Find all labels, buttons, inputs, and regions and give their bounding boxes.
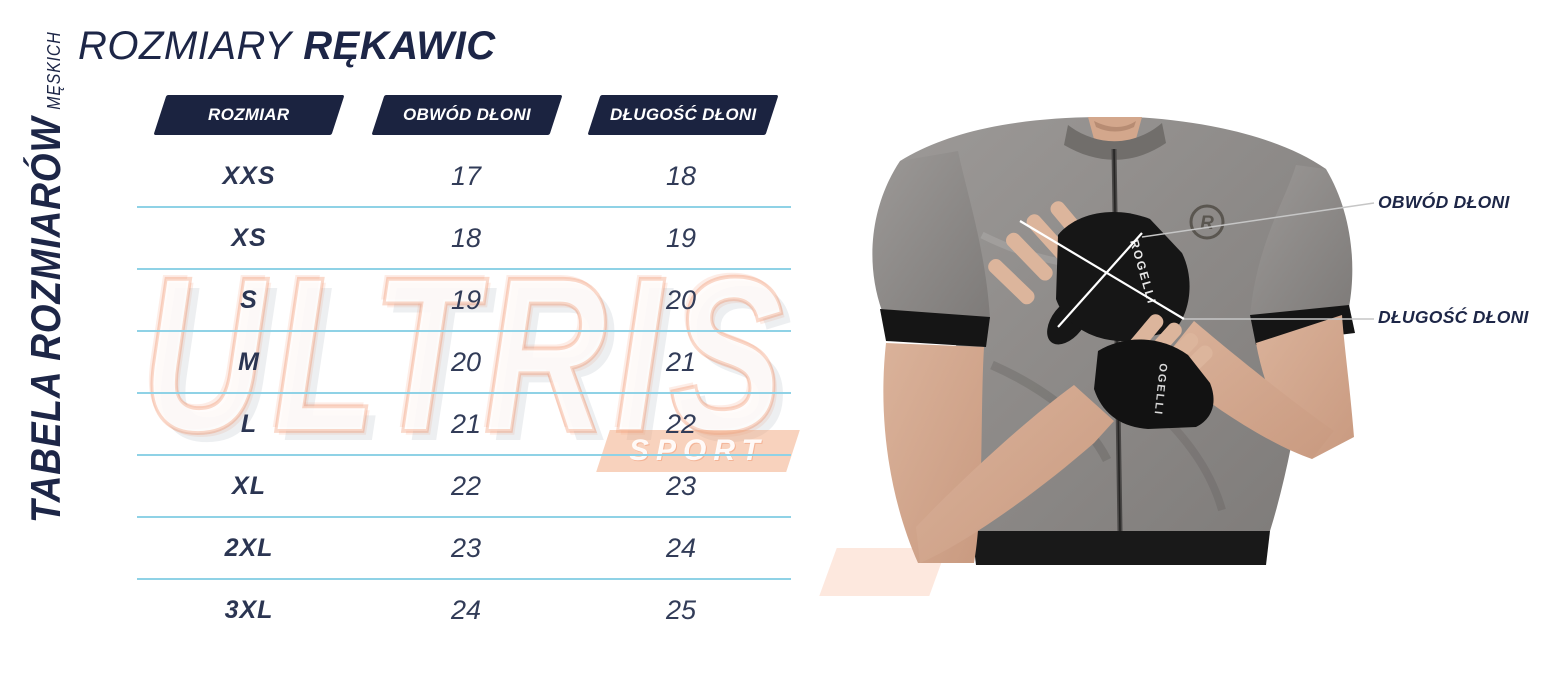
collar — [1064, 123, 1166, 160]
header-badge-circumference: OBWÓD DŁONI — [371, 95, 563, 135]
size-cell: S — [240, 285, 258, 314]
side-label-sub: MĘSKICH — [44, 31, 64, 110]
side-label: TABELA ROZMIARÓW MĘSKICH — [22, 31, 70, 523]
length-cell: 23 — [665, 470, 697, 501]
circumference-cell: 22 — [450, 470, 482, 501]
header-badge-length: DŁUGOŚĆ DŁONI — [587, 95, 779, 135]
hem-band — [972, 531, 1270, 565]
jersey-logo: R — [1189, 204, 1225, 240]
length-cell: 20 — [665, 284, 697, 315]
table-row: XS 18 19 — [137, 208, 791, 270]
size-cell: 3XL — [224, 595, 274, 624]
table-row: S 19 20 — [137, 270, 791, 332]
table-row: XXS 17 18 — [137, 146, 791, 208]
page-title-regular: ROZMIARY — [78, 24, 292, 68]
neck — [1088, 117, 1142, 146]
size-cell: 2XL — [224, 533, 274, 562]
size-cell: M — [238, 347, 260, 376]
circumference-cell: 18 — [450, 222, 482, 253]
table-row: XL 22 23 — [137, 456, 791, 518]
table-row: M 20 21 — [137, 332, 791, 394]
circumference-cell: 24 — [450, 594, 482, 625]
size-cell: XL — [232, 471, 266, 500]
size-cell: XXS — [222, 161, 276, 190]
header-size-label: ROZMIAR — [208, 105, 290, 124]
page-title-bold: RĘKAWIC — [303, 24, 496, 68]
page-title: ROZMIARY RĘKAWIC — [78, 24, 496, 69]
table-row: L 21 22 — [137, 394, 791, 456]
circumference-annotation: OBWÓD DŁONI — [1378, 192, 1510, 212]
size-cell: XS — [231, 223, 267, 252]
length-cell: 19 — [665, 222, 697, 253]
length-cell: 24 — [665, 532, 697, 563]
circumference-cell: 23 — [450, 532, 482, 563]
length-cell: 21 — [665, 346, 697, 377]
circumference-cell: 21 — [450, 408, 482, 439]
size-cell: L — [240, 409, 258, 438]
length-cell: 18 — [665, 160, 697, 191]
circumference-measure-line — [1057, 232, 1143, 328]
header-badge-size: ROZMIAR — [153, 95, 345, 135]
table-row: 2XL 23 24 — [137, 518, 791, 580]
header-circumference-label: OBWÓD DŁONI — [403, 105, 531, 124]
side-label-main: TABELA ROZMIARÓW — [22, 116, 69, 524]
svg-text:R: R — [1200, 213, 1214, 234]
circumference-cell: 19 — [450, 284, 482, 315]
length-annotation: DŁUGOŚĆ DŁONI — [1378, 307, 1529, 327]
lower-glove: OGELLI — [1094, 339, 1214, 429]
size-table: XXS 17 18 XS 18 19 S 19 20 M 20 21 L 21 … — [137, 146, 791, 640]
circumference-cell: 17 — [450, 160, 482, 191]
left-cuff — [880, 309, 990, 347]
table-row: 3XL 24 25 — [137, 580, 791, 640]
upper-glove: ROGELLI — [1019, 212, 1190, 345]
model-photo: R ROGELLI — [872, 117, 1375, 565]
header-length-label: DŁUGOŚĆ DŁONI — [609, 105, 757, 124]
glove-brand-text-partial: OGELLI — [1151, 363, 1168, 417]
length-measure-line — [1019, 220, 1185, 320]
circumference-cell: 20 — [450, 346, 482, 377]
length-cell: 22 — [665, 408, 697, 439]
length-cell: 25 — [665, 594, 697, 625]
circumference-leader-line — [1141, 202, 1375, 238]
